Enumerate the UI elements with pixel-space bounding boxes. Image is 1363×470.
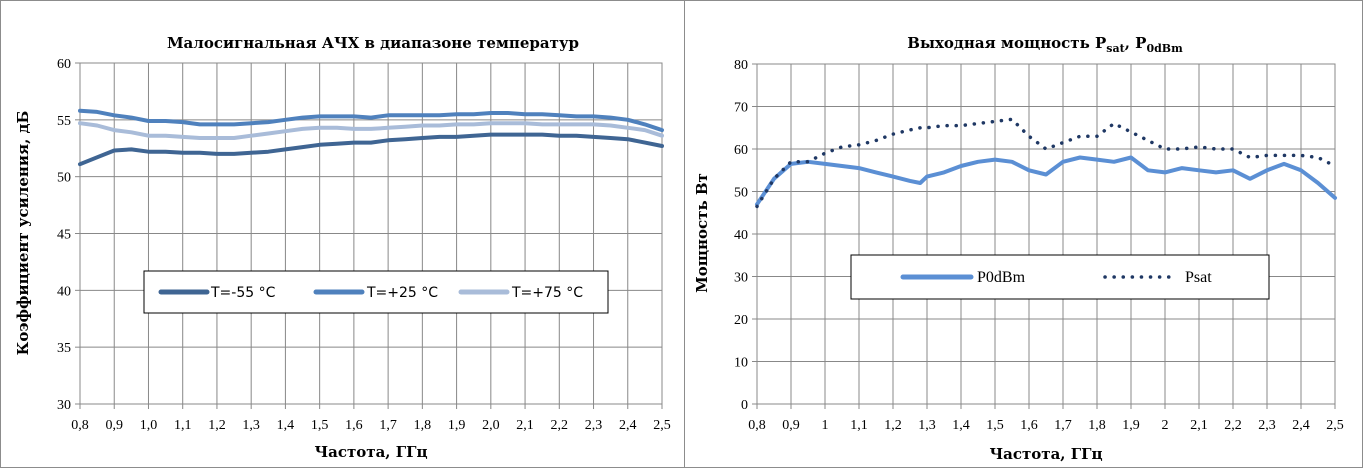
left-y-tick-label: 35 xyxy=(57,341,71,356)
right-x-tick-label: 0,8 xyxy=(748,418,766,433)
left-x-tick-label: 1,1 xyxy=(174,418,192,433)
power-chart-panel: Выходная мощность Psat, P0dBm 0 10 20 30 40 5… xyxy=(684,0,1363,468)
right-series-line-0 xyxy=(755,155,1337,207)
right-x-tick-label: 2 xyxy=(1162,418,1169,433)
right-plot-area xyxy=(756,63,1336,405)
gain-chart-y-ticks: 30 35 40 45 50 55 60 xyxy=(57,57,71,413)
power-chart-title: Выходная мощность Psat, P0dBm xyxy=(907,34,1183,55)
right-y-tick-label: 40 xyxy=(734,228,748,243)
left-y-tick-label: 30 xyxy=(57,398,71,413)
gain-chart-x-ticks: 0,8 0,9 1,0 1,1 1,2 1,3 1,4 1,5 1,6 1,7 1,8 1,9 2,0 2… xyxy=(71,418,671,433)
right-y-tick-label: 60 xyxy=(734,143,748,158)
right-x-tick-label: 1,2 xyxy=(884,418,902,433)
power-chart-legend-box xyxy=(850,254,1270,300)
left-x-tick-label: 0,9 xyxy=(105,418,123,433)
left-legend-label-1: T=+25 °C xyxy=(366,285,438,301)
left-x-tick-label: 1,7 xyxy=(379,418,397,433)
left-series-line-2 xyxy=(78,121,664,140)
right-y-tick-label: 50 xyxy=(734,186,748,201)
right-x-tick-label: 2,3 xyxy=(1258,418,1276,433)
left-x-tick-label: 2,5 xyxy=(653,418,671,433)
left-legend-label-0: T=-55 °C xyxy=(210,285,276,301)
right-x-tick-label: 1 xyxy=(822,418,829,433)
right-x-tick-label: 1,8 xyxy=(1088,418,1106,433)
left-series-line-1 xyxy=(78,108,664,133)
power-chart: Выходная мощность Psat, P0dBm 0 10 20 30 40 5… xyxy=(693,34,1344,463)
left-y-tick-label: 40 xyxy=(57,284,71,299)
left-x-tick-label: 1,6 xyxy=(345,418,363,433)
right-x-tick-label: 2,4 xyxy=(1292,418,1310,433)
left-y-tick-label: 45 xyxy=(57,228,71,243)
power-chart-series xyxy=(755,117,1337,209)
right-x-tick-label: 1,6 xyxy=(1020,418,1038,433)
right-y-tick-label: 70 xyxy=(734,101,748,116)
gain-chart-y-axis-label: Коэффициент усиления, дБ xyxy=(14,111,32,356)
left-y-tick-label: 55 xyxy=(57,114,71,129)
left-x-tick-label: 1,8 xyxy=(414,418,432,433)
left-y-tick-label: 60 xyxy=(57,57,71,72)
left-x-tick-label: 2,4 xyxy=(619,418,637,433)
left-series-line-0 xyxy=(78,132,664,167)
right-x-tick-label: 1,1 xyxy=(850,418,868,433)
left-legend-label-2: T=+75 °C xyxy=(511,285,583,301)
right-y-tick-label: 80 xyxy=(734,58,748,73)
left-x-tick-label: 1,4 xyxy=(277,418,295,433)
left-x-tick-label: 1,2 xyxy=(208,418,226,433)
right-legend-label-1: Psat xyxy=(1185,269,1212,286)
right-legend-label-0: P0dBm xyxy=(977,269,1026,286)
left-x-tick-label: 1,9 xyxy=(448,418,466,433)
right-x-tick-label: 1,7 xyxy=(1054,418,1072,433)
right-x-tick-label: 2,2 xyxy=(1224,418,1242,433)
right-x-tick-label: 2,1 xyxy=(1190,418,1208,433)
left-y-tick-label: 50 xyxy=(57,171,71,186)
right-y-tick-label: 20 xyxy=(734,313,748,328)
right-y-tick-label: 0 xyxy=(741,398,748,413)
left-x-tick-label: 2,1 xyxy=(516,418,534,433)
gain-chart-panel: Малосигнальная АЧХ в диапазоне температу… xyxy=(0,0,685,468)
right-x-tick-label: 0,9 xyxy=(782,418,800,433)
left-x-tick-label: 2,0 xyxy=(482,418,500,433)
gain-chart-legend: T=-55 °C T=+25 °C T=+75 °C xyxy=(143,270,609,314)
gain-chart-x-axis-label: Частота, ГГц xyxy=(314,443,427,461)
gain-chart: Малосигнальная АЧХ в диапазоне температу… xyxy=(14,34,671,461)
power-chart-y-ticks: 0 10 20 30 40 50 60 70 80 xyxy=(734,58,748,413)
left-x-tick-label: 1,0 xyxy=(140,418,158,433)
right-x-tick-label: 2,5 xyxy=(1326,418,1344,433)
power-chart-grid xyxy=(752,63,1336,409)
right-x-tick-label: 1,9 xyxy=(1122,418,1140,433)
left-x-tick-label: 1,3 xyxy=(242,418,260,433)
right-x-tick-label: 1,3 xyxy=(918,418,936,433)
right-y-tick-label: 30 xyxy=(734,271,748,286)
gain-chart-series xyxy=(78,108,664,167)
power-chart-x-axis-label: Частота, ГГц xyxy=(989,445,1102,463)
power-chart-legend: P0dBm Psat xyxy=(850,254,1270,300)
left-x-tick-label: 2,3 xyxy=(585,418,603,433)
gain-chart-title: Малосигнальная АЧХ в диапазоне температу… xyxy=(167,34,579,52)
gain-chart-legend-box xyxy=(143,270,609,314)
power-chart-x-ticks: 0,8 0,9 1 1,1 1,2 1,3 1,4 1,5 1,6 1,7 1,8 1,9 2 2,1 2,… xyxy=(748,418,1344,433)
right-x-tick-label: 1,4 xyxy=(952,418,970,433)
left-x-tick-label: 0,8 xyxy=(71,418,89,433)
right-series-line-1 xyxy=(755,117,1337,209)
right-y-tick-label: 10 xyxy=(734,356,748,371)
right-x-tick-label: 1,5 xyxy=(986,418,1004,433)
left-x-tick-label: 2,2 xyxy=(551,418,569,433)
power-chart-y-axis-label: Мощность Вт xyxy=(693,173,711,293)
left-x-tick-label: 1,5 xyxy=(311,418,329,433)
left-plot-area xyxy=(79,62,663,405)
